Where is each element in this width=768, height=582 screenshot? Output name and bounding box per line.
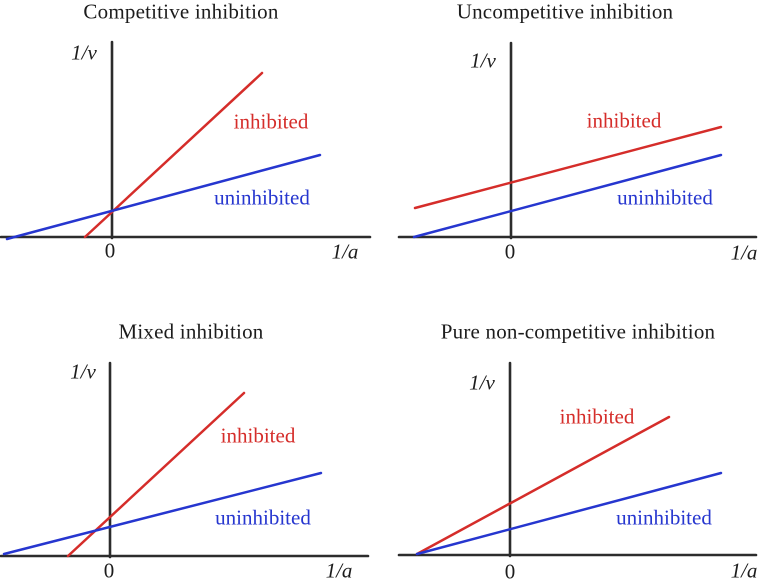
uninhibited-line (412, 153, 723, 239)
x-axis-label: 1/a (730, 558, 758, 582)
y-axis-label: 1/v (70, 359, 96, 384)
origin-tick-label: 0 (104, 238, 116, 263)
panel-title: Mixed inhibition (118, 319, 264, 344)
inhibited-line (66, 391, 246, 558)
x-axis-label: 1/a (730, 240, 758, 265)
y-axis-label: 1/v (470, 48, 496, 73)
origin-tick-label: 0 (103, 558, 115, 582)
inhibited-line-label: inhibited (586, 108, 662, 133)
origin-tick-label: 0 (504, 239, 516, 264)
panel-title: Uncompetitive inhibition (456, 0, 674, 24)
uninhibited-line-label: uninhibited (215, 505, 311, 530)
x-axis-label: 1/a (331, 239, 359, 264)
panel-title: Competitive inhibition (83, 0, 279, 24)
plot-competitive (0, 40, 372, 241)
plot-pure-non-competitive (397, 361, 758, 558)
uninhibited-line-label: uninhibited (214, 185, 310, 210)
uninhibited-line-label: uninhibited (616, 505, 712, 530)
inhibited-line (415, 415, 671, 556)
plot-uncompetitive (397, 41, 758, 240)
inhibited-line-label: inhibited (233, 109, 309, 134)
plot-mixed (0, 361, 370, 559)
panel-uncompetitive-inhibition: Uncompetitive inhibition 1/v 1/a 0 inhib… (384, 0, 768, 291)
uninhibited-line (415, 471, 723, 556)
inhibited-line-label: inhibited (559, 404, 635, 429)
panel-pure-non-competitive-inhibition: Pure non-competitive inhibition 1/v 1/a … (384, 291, 768, 582)
uninhibited-line-label: uninhibited (617, 185, 713, 210)
panel-title: Pure non-competitive inhibition (440, 319, 716, 344)
inhibited-line (413, 125, 723, 210)
y-axis-label: 1/v (469, 370, 495, 395)
uninhibited-line (5, 153, 322, 241)
inhibited-line-label: inhibited (220, 423, 296, 448)
x-axis-label: 1/a (325, 558, 353, 582)
panel-competitive-inhibition: Competitive inhibition 1/v 1/a 0 inhibit… (0, 0, 384, 291)
y-axis-label: 1/v (71, 40, 97, 65)
origin-tick-label: 0 (504, 559, 516, 582)
uninhibited-line (2, 471, 323, 556)
panel-mixed-inhibition: Mixed inhibition 1/v 1/a 0 inhibited uni… (0, 291, 384, 582)
